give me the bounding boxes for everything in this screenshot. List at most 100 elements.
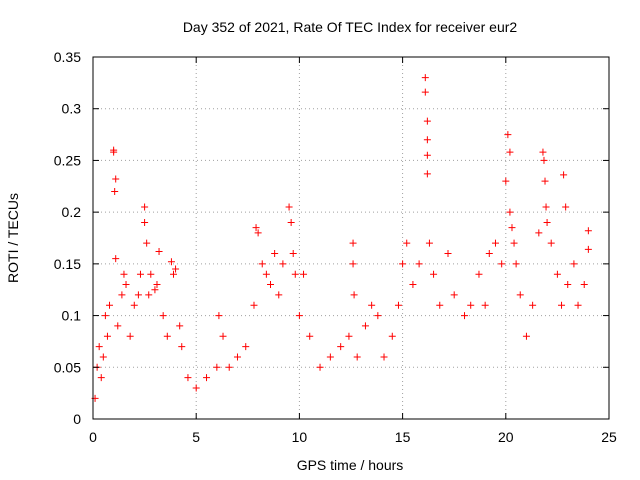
y-tick-label: 0.2 [62, 204, 82, 220]
data-point [508, 224, 516, 232]
data-point [103, 332, 111, 340]
data-point [279, 260, 287, 268]
data-point [399, 260, 407, 268]
data-point [444, 250, 452, 258]
data-point [178, 343, 186, 351]
data-point [120, 270, 128, 278]
data-point [374, 312, 382, 320]
data-point [145, 291, 153, 299]
data-point [219, 332, 227, 340]
data-point [368, 301, 376, 309]
data-point [192, 384, 200, 392]
data-point [275, 291, 283, 299]
x-tick-label: 0 [89, 429, 97, 445]
data-point [564, 281, 572, 289]
data-point [233, 353, 241, 361]
data-point [326, 353, 334, 361]
data-point [203, 374, 211, 382]
data-point [151, 286, 159, 294]
data-point [287, 218, 295, 226]
data-point [345, 332, 353, 340]
data-point [153, 281, 161, 289]
data-point [423, 117, 431, 125]
data-point [547, 239, 555, 247]
data-point [306, 332, 314, 340]
data-point [512, 260, 520, 268]
data-point [415, 260, 423, 268]
y-tick-label: 0 [73, 411, 81, 427]
data-point [250, 301, 258, 309]
data-point [421, 74, 429, 82]
data-point [485, 250, 493, 258]
y-tick-label: 0.05 [54, 359, 81, 375]
data-point [535, 229, 543, 237]
data-point [504, 131, 512, 139]
data-point [126, 332, 134, 340]
data-point [300, 270, 308, 278]
x-axis-label: GPS time / hours [297, 457, 404, 473]
data-point [106, 301, 114, 309]
data-point [481, 301, 489, 309]
data-point [95, 343, 103, 351]
y-tick-label: 0.35 [54, 49, 81, 65]
data-point [252, 224, 260, 232]
data-point [580, 281, 588, 289]
x-tick-label: 15 [395, 429, 411, 445]
data-point [510, 239, 518, 247]
data-points [91, 74, 592, 402]
data-point [498, 260, 506, 268]
plot-frame [92, 56, 610, 420]
data-point [163, 332, 171, 340]
data-point [423, 170, 431, 178]
data-point [337, 343, 345, 351]
data-point [506, 148, 514, 156]
data-point [349, 239, 357, 247]
data-point [254, 229, 262, 237]
data-point [172, 265, 180, 273]
data-point [130, 301, 138, 309]
data-point [560, 171, 568, 179]
data-point [542, 203, 550, 211]
data-point [491, 239, 499, 247]
data-point [430, 270, 438, 278]
data-point [258, 260, 266, 268]
data-point [176, 322, 184, 330]
data-point [541, 177, 549, 185]
data-point [242, 343, 250, 351]
data-point [215, 312, 223, 320]
data-point [380, 353, 388, 361]
data-point [155, 247, 163, 255]
grid-lines [93, 57, 609, 419]
data-point [101, 312, 109, 320]
data-point [295, 312, 303, 320]
data-point [112, 255, 120, 263]
x-tick-label: 5 [192, 429, 200, 445]
data-point [271, 250, 279, 258]
data-point [584, 227, 592, 235]
y-tick-label: 0.3 [62, 101, 82, 117]
x-tick-label: 10 [292, 429, 308, 445]
y-tick-label: 0.1 [62, 308, 82, 324]
data-point [403, 239, 411, 247]
data-point [574, 301, 582, 309]
data-point [502, 177, 510, 185]
data-point [99, 353, 107, 361]
data-point [118, 291, 126, 299]
data-point [421, 88, 429, 96]
data-point [558, 301, 566, 309]
data-point [122, 281, 130, 289]
data-point [425, 239, 433, 247]
data-point [134, 291, 142, 299]
data-point [570, 260, 578, 268]
data-point [97, 374, 105, 382]
data-point [225, 363, 233, 371]
data-point [394, 301, 402, 309]
data-point [516, 291, 524, 299]
x-tick-label: 20 [498, 429, 514, 445]
data-point [409, 281, 417, 289]
data-point [147, 270, 155, 278]
data-point [506, 208, 514, 216]
data-point [553, 270, 561, 278]
data-point [349, 260, 357, 268]
